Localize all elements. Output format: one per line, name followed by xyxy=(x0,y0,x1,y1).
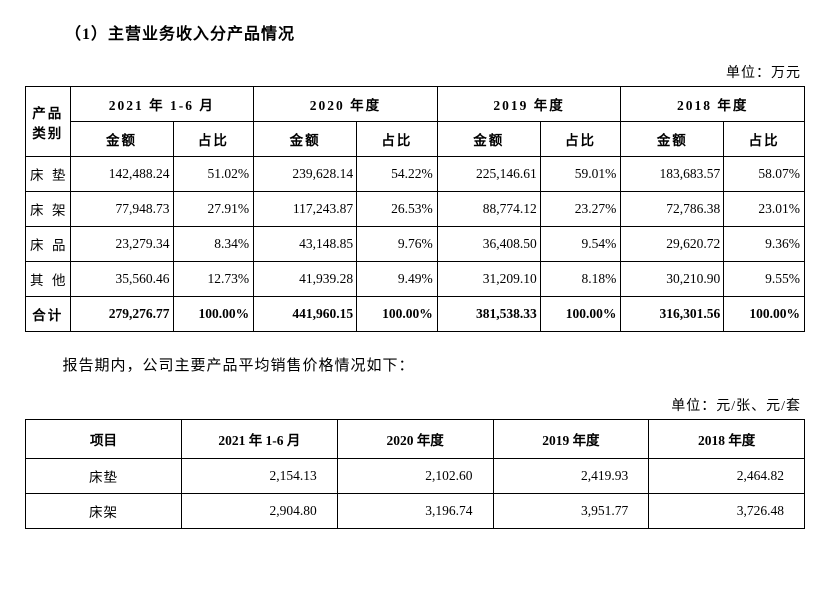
ratio-cell: 23.01% xyxy=(724,192,805,227)
amount-cell: 23,279.34 xyxy=(70,227,173,262)
table2-unit: 单位：元/张、元/套 xyxy=(25,395,805,415)
ratio-cell: 9.76% xyxy=(357,227,438,262)
ratio-cell: 100.00% xyxy=(357,297,438,332)
ratio-cell: 27.91% xyxy=(173,192,254,227)
ratio-cell: 8.18% xyxy=(540,262,621,297)
row-category: 床品 xyxy=(26,227,71,262)
amount-cell: 142,488.24 xyxy=(70,157,173,192)
t2-header-1: 2021 年 1-6 月 xyxy=(182,420,338,459)
t1-period-0: 2021 年 1-6 月 xyxy=(70,87,254,122)
row-category: 床架 xyxy=(26,192,71,227)
t1-period-2: 2019 年度 xyxy=(437,87,621,122)
amount-cell: 225,146.61 xyxy=(437,157,540,192)
ratio-cell: 51.02% xyxy=(173,157,254,192)
ratio-cell: 9.54% xyxy=(540,227,621,262)
value-cell: 2,464.82 xyxy=(649,459,805,494)
ratio-cell: 9.55% xyxy=(724,262,805,297)
value-cell: 2,419.93 xyxy=(493,459,649,494)
table-row-total: 合计279,276.77100.00%441,960.15100.00%381,… xyxy=(26,297,805,332)
amount-cell: 72,786.38 xyxy=(621,192,724,227)
t1-sub-amount: 金额 xyxy=(254,122,357,157)
table1-unit: 单位：万元 xyxy=(25,62,805,82)
table-row: 床品23,279.348.34%43,148.859.76%36,408.509… xyxy=(26,227,805,262)
value-cell: 2,102.60 xyxy=(337,459,493,494)
amount-cell: 41,939.28 xyxy=(254,262,357,297)
amount-cell: 88,774.12 xyxy=(437,192,540,227)
intertext: 报告期内，公司主要产品平均销售价格情况如下： xyxy=(25,354,805,375)
row-name: 床垫 xyxy=(26,459,182,494)
ratio-cell: 100.00% xyxy=(540,297,621,332)
value-cell: 3,196.74 xyxy=(337,494,493,529)
revenue-by-product-table: 产品类别 2021 年 1-6 月 2020 年度 2019 年度 2018 年… xyxy=(25,86,805,332)
ratio-cell: 12.73% xyxy=(173,262,254,297)
ratio-cell: 100.00% xyxy=(173,297,254,332)
t1-period-3: 2018 年度 xyxy=(621,87,805,122)
table-row: 床架2,904.803,196.743,951.773,726.48 xyxy=(26,494,805,529)
t2-header-3: 2019 年度 xyxy=(493,420,649,459)
amount-cell: 441,960.15 xyxy=(254,297,357,332)
t1-sub-amount: 金额 xyxy=(621,122,724,157)
amount-cell: 117,243.87 xyxy=(254,192,357,227)
ratio-cell: 59.01% xyxy=(540,157,621,192)
ratio-cell: 23.27% xyxy=(540,192,621,227)
row-category: 床垫 xyxy=(26,157,71,192)
t1-header-category: 产品类别 xyxy=(26,87,71,157)
amount-cell: 43,148.85 xyxy=(254,227,357,262)
ratio-cell: 9.36% xyxy=(724,227,805,262)
value-cell: 2,904.80 xyxy=(182,494,338,529)
value-cell: 2,154.13 xyxy=(182,459,338,494)
value-cell: 3,726.48 xyxy=(649,494,805,529)
amount-cell: 381,538.33 xyxy=(437,297,540,332)
ratio-cell: 100.00% xyxy=(724,297,805,332)
table-row: 其他35,560.4612.73%41,939.289.49%31,209.10… xyxy=(26,262,805,297)
t1-sub-ratio: 占比 xyxy=(540,122,621,157)
t1-sub-ratio: 占比 xyxy=(173,122,254,157)
ratio-cell: 26.53% xyxy=(357,192,438,227)
amount-cell: 36,408.50 xyxy=(437,227,540,262)
t2-header-4: 2018 年度 xyxy=(649,420,805,459)
t1-sub-ratio: 占比 xyxy=(357,122,438,157)
table-row: 床垫142,488.2451.02%239,628.1454.22%225,14… xyxy=(26,157,805,192)
amount-cell: 316,301.56 xyxy=(621,297,724,332)
t2-header-0: 项目 xyxy=(26,420,182,459)
row-category: 其他 xyxy=(26,262,71,297)
ratio-cell: 9.49% xyxy=(357,262,438,297)
t1-sub-ratio: 占比 xyxy=(724,122,805,157)
amount-cell: 279,276.77 xyxy=(70,297,173,332)
amount-cell: 239,628.14 xyxy=(254,157,357,192)
section-heading: （1）主营业务收入分产品情况 xyxy=(25,20,805,44)
t1-period-1: 2020 年度 xyxy=(254,87,438,122)
amount-cell: 35,560.46 xyxy=(70,262,173,297)
avg-price-table: 项目 2021 年 1-6 月 2020 年度 2019 年度 2018 年度 … xyxy=(25,419,805,529)
table-row: 床架77,948.7327.91%117,243.8726.53%88,774.… xyxy=(26,192,805,227)
ratio-cell: 54.22% xyxy=(357,157,438,192)
amount-cell: 183,683.57 xyxy=(621,157,724,192)
t2-header-2: 2020 年度 xyxy=(337,420,493,459)
amount-cell: 31,209.10 xyxy=(437,262,540,297)
t1-sub-amount: 金额 xyxy=(70,122,173,157)
row-category: 合计 xyxy=(26,297,71,332)
row-name: 床架 xyxy=(26,494,182,529)
table-row: 床垫2,154.132,102.602,419.932,464.82 xyxy=(26,459,805,494)
value-cell: 3,951.77 xyxy=(493,494,649,529)
amount-cell: 29,620.72 xyxy=(621,227,724,262)
amount-cell: 77,948.73 xyxy=(70,192,173,227)
ratio-cell: 58.07% xyxy=(724,157,805,192)
ratio-cell: 8.34% xyxy=(173,227,254,262)
amount-cell: 30,210.90 xyxy=(621,262,724,297)
t1-sub-amount: 金额 xyxy=(437,122,540,157)
